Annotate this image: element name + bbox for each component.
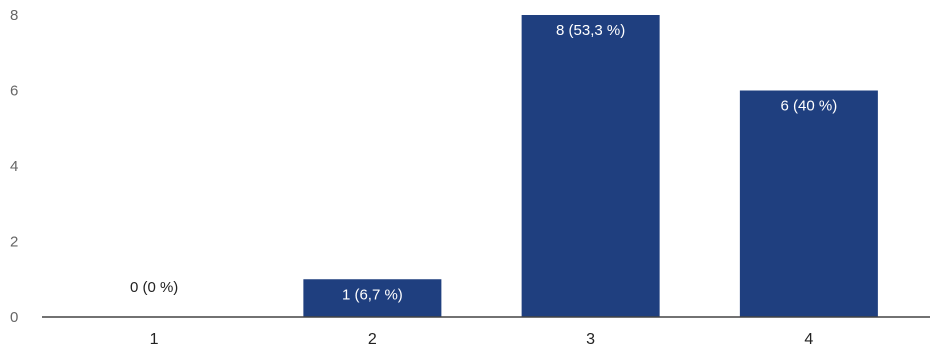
y-tick-label: 2: [10, 234, 18, 251]
bar-labels: 0 (0 %) 1 (6,7 %) 8 (53,3 %) 6 (40 %): [130, 22, 837, 303]
y-tick-label: 6: [10, 83, 18, 100]
x-tick-label: 1: [150, 331, 159, 348]
x-tick-label: 2: [368, 331, 377, 348]
x-tick-label: 4: [804, 331, 813, 348]
x-axis-ticks: 1 2 3 4: [150, 331, 814, 348]
bar: [521, 15, 660, 317]
bars: [303, 15, 878, 317]
bar-data-label: 6 (40 %): [781, 98, 838, 115]
x-tick-label: 3: [586, 331, 595, 348]
bar-data-label: 0 (0 %): [130, 279, 178, 296]
y-tick-label: 8: [10, 7, 18, 24]
bar: [739, 90, 878, 317]
bar-data-label: 1 (6,7 %): [342, 286, 403, 303]
y-tick-label: 0: [10, 309, 18, 326]
bar-data-label: 8 (53,3 %): [556, 22, 625, 39]
y-axis-ticks: 0 2 4 6 8: [10, 7, 18, 326]
y-tick-label: 4: [10, 158, 18, 175]
bar: [303, 279, 442, 317]
